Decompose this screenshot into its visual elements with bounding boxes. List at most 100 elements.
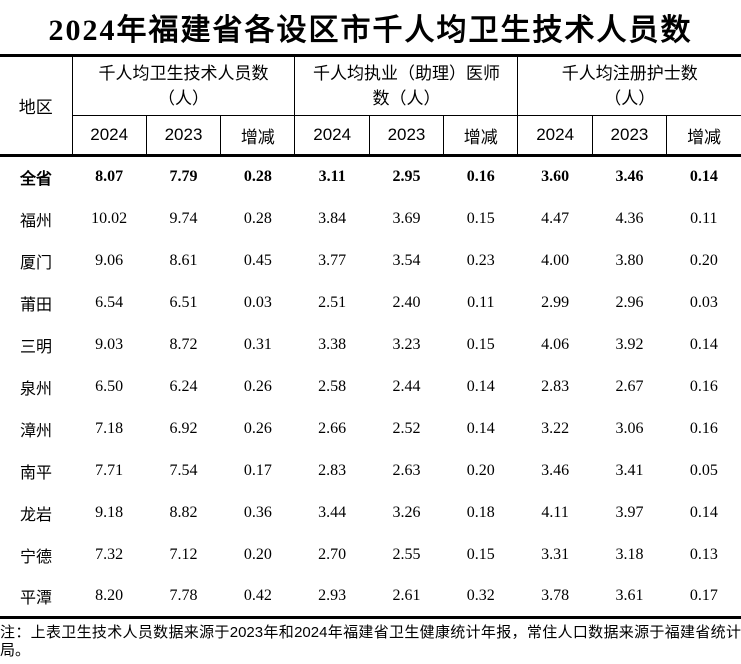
value-cell: 0.03 (243, 293, 272, 311)
value-cell: 3.22 (541, 419, 570, 437)
region-cell: 泉州 (19, 380, 52, 398)
value-cell: 3.54 (392, 251, 421, 269)
value-cell: 0.17 (243, 461, 272, 479)
value-cell: 7.12 (169, 545, 198, 563)
group-label-line: 数（人） (372, 89, 441, 108)
value-cell: 0.36 (243, 503, 272, 521)
value-cell: 3.60 (541, 168, 570, 186)
value-cell: 3.78 (541, 586, 570, 604)
value-cell: 0.18 (466, 503, 495, 521)
value-cell: 0.20 (243, 545, 272, 563)
value-cell: 3.38 (318, 335, 347, 353)
value-cell: 0.16 (689, 419, 718, 437)
table-row: 宁德 7.32 7.12 0.20 2.70 2.55 0.15 3.31 3.18 0.13 (0, 534, 741, 576)
column-header-region: 地区 (0, 55, 73, 157)
group-header-row: 地区 千人均卫生技术人员数 （人） 千人均执业（助理）医师 数（人） 千人均注册… (0, 55, 741, 157)
value-cell: 0.42 (243, 586, 272, 604)
value-cell: 2.66 (318, 419, 347, 437)
value-cell: 3.41 (615, 461, 644, 479)
value-cell: 6.54 (95, 293, 124, 311)
value-cell: 0.20 (689, 251, 718, 269)
value-cell: 3.97 (615, 503, 644, 521)
region-cell: 南平 (19, 464, 52, 482)
subcolumn-header-2024: 2024 (72, 115, 147, 157)
column-group-licensed-physicians: 千人均执业（助理）医师 数（人） (294, 55, 519, 116)
value-cell: 0.14 (689, 503, 718, 521)
value-cell: 2.51 (318, 293, 347, 311)
region-cell: 平潭 (19, 589, 52, 607)
value-cell: 9.03 (95, 335, 124, 353)
region-cell: 龙岩 (19, 506, 52, 524)
group-label-line: （人） (604, 89, 656, 108)
region-cell: 厦门 (19, 254, 52, 272)
value-cell: 0.17 (689, 586, 718, 604)
value-cell: 3.23 (392, 335, 421, 353)
value-cell: 8.72 (169, 335, 198, 353)
value-cell: 3.69 (392, 209, 421, 227)
value-cell: 6.24 (169, 377, 198, 395)
value-cell: 4.36 (615, 209, 644, 227)
value-cell: 8.20 (95, 586, 124, 604)
value-cell: 6.92 (169, 419, 198, 437)
value-cell: 7.18 (95, 419, 124, 437)
value-cell: 2.70 (318, 545, 347, 563)
value-cell: 3.31 (541, 545, 570, 563)
table-header: 地区 千人均卫生技术人员数 （人） 千人均执业（助理）医师 数（人） 千人均注册… (0, 55, 741, 157)
value-cell: 2.95 (392, 168, 421, 186)
value-cell: 0.15 (466, 335, 495, 353)
subcolumn-header-2023: 2023 (369, 115, 445, 157)
value-cell: 0.05 (689, 461, 718, 479)
value-cell: 3.06 (615, 419, 644, 437)
value-cell: 0.14 (689, 335, 718, 353)
value-cell: 0.32 (466, 586, 495, 604)
value-cell: 2.99 (541, 293, 570, 311)
value-cell: 0.26 (243, 377, 272, 395)
value-cell: 3.44 (318, 503, 347, 521)
value-cell: 0.03 (689, 293, 718, 311)
subcolumn-header-2024: 2024 (517, 115, 593, 157)
value-cell: 7.54 (169, 461, 198, 479)
value-cell: 0.14 (466, 419, 495, 437)
region-cell: 全省 (19, 171, 52, 189)
region-cell: 漳州 (19, 422, 52, 440)
table-row: 南平 7.71 7.54 0.17 2.83 2.63 0.20 3.46 3.41 0.05 (0, 450, 741, 492)
value-cell: 4.47 (541, 209, 570, 227)
value-cell: 0.14 (689, 168, 718, 186)
column-group-health-technicians: 千人均卫生技术人员数 （人） (72, 55, 296, 116)
sub-header-row: 2024 2023 增减 2024 2023 增减 2024 2023 增减 (0, 115, 741, 157)
value-cell: 8.61 (169, 251, 198, 269)
value-cell: 3.92 (615, 335, 644, 353)
group-label-line: 千人均卫生技术人员数 (98, 64, 269, 83)
subcolumn-header-2023: 2023 (592, 115, 668, 157)
subcolumn-header-change: 增减 (220, 115, 296, 157)
value-cell: 3.46 (615, 168, 644, 186)
value-cell: 6.51 (169, 293, 198, 311)
value-cell: 0.23 (466, 251, 495, 269)
group-label-line: 千人均注册护士数 (561, 64, 698, 83)
value-cell: 2.96 (615, 293, 644, 311)
value-cell: 2.58 (318, 377, 347, 395)
value-cell: 2.55 (392, 545, 421, 563)
value-cell: 2.83 (318, 461, 347, 479)
value-cell: 3.11 (318, 168, 346, 186)
table-row: 泉州 6.50 6.24 0.26 2.58 2.44 0.14 2.83 2.67 0.16 (0, 366, 741, 408)
region-cell: 福州 (19, 212, 52, 230)
value-cell: 0.45 (243, 251, 272, 269)
value-cell: 6.50 (95, 377, 124, 395)
value-cell: 0.26 (243, 419, 272, 437)
value-cell: 3.80 (615, 251, 644, 269)
value-cell: 3.84 (318, 209, 347, 227)
group-label-line: 千人均执业（助理）医师 (312, 64, 500, 83)
value-cell: 2.61 (392, 586, 421, 604)
group-label-line: （人） (157, 89, 209, 108)
subcolumn-header-2024: 2024 (294, 115, 370, 157)
value-cell: 7.32 (95, 545, 124, 563)
value-cell: 0.15 (466, 209, 495, 227)
value-cell: 2.83 (541, 377, 570, 395)
value-cell: 9.06 (95, 251, 124, 269)
value-cell: 9.18 (95, 503, 124, 521)
table-body: 全省 8.07 7.79 0.28 3.11 2.95 0.16 3.60 3.46 0.14 福州… (0, 156, 741, 618)
value-cell: 3.46 (541, 461, 570, 479)
value-cell: 3.61 (615, 586, 644, 604)
value-cell: 2.67 (615, 377, 644, 395)
